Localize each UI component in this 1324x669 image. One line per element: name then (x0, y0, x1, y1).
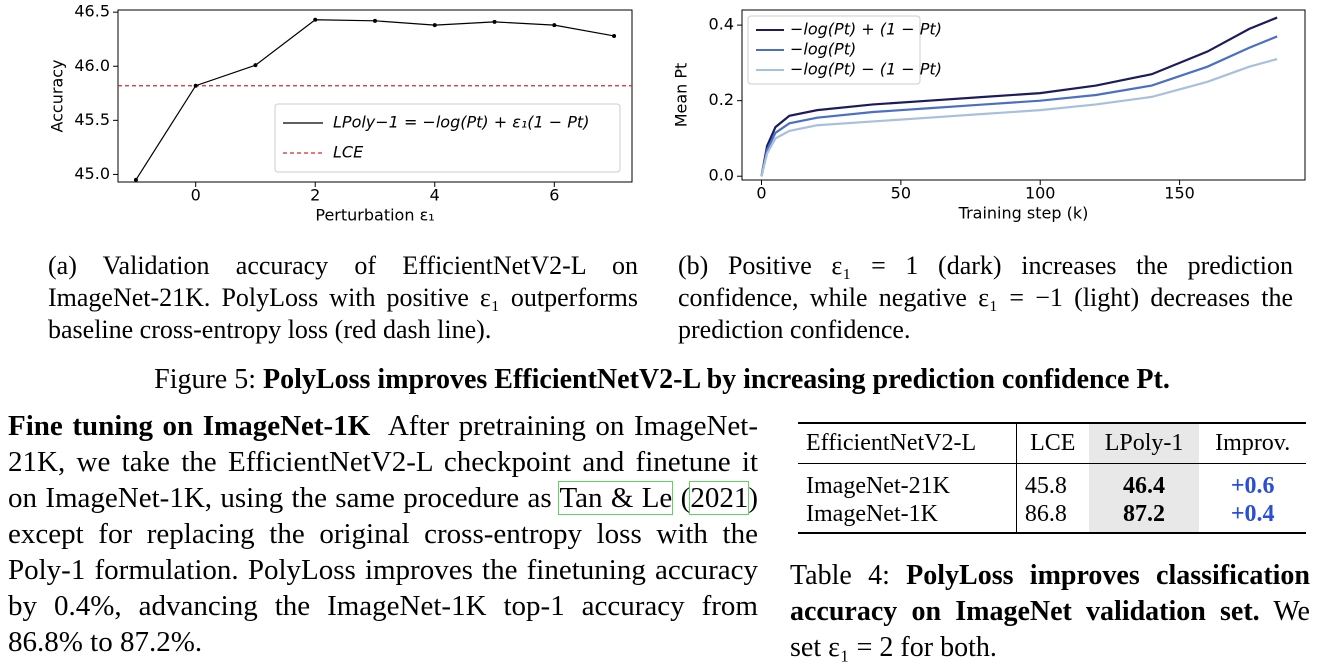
y-tick-label: 0.2 (709, 90, 734, 109)
point (313, 17, 318, 22)
plot-frame (741, 9, 1306, 181)
x-tick-label: 4 (430, 186, 440, 205)
table-cell: 46.4 (1088, 463, 1200, 500)
table-header: EfficientNetV2-L (798, 422, 1017, 464)
table-cell: 86.8 (1015, 500, 1089, 534)
point (552, 23, 557, 28)
legend-label: −log(Pt) (790, 40, 856, 59)
paragraph-heading: Fine tuning on ImageNet-1K (8, 410, 371, 442)
y-tick-label: 45.0 (74, 164, 110, 183)
point (492, 19, 497, 24)
y-tick-label: 0.4 (709, 15, 734, 34)
table-cell: ImageNet-21K (806, 473, 950, 499)
point (612, 33, 617, 38)
table-header: LPoly-1 (1088, 422, 1200, 464)
plot-frame (117, 9, 633, 183)
chart-a: 45.0 45.5 46.0 46.5 0 2 4 6 Perturbation ε₁ Accur… (48, 2, 633, 225)
x-tick-label: 150 (1164, 184, 1195, 203)
table-cell: +0.4 (1199, 500, 1306, 534)
point (432, 23, 437, 28)
table-cell: ImageNet-1K (798, 500, 1017, 534)
paragraph-text: After pretraining on ImageNet-21K, we ta… (8, 410, 759, 514)
y-axis-label: Accuracy (48, 59, 67, 132)
legend-box (274, 103, 621, 173)
chart-b: 0.0 0.2 0.4 0 50 100 150 Training step (k) Mean … (672, 9, 1306, 223)
series-line (760, 16, 1278, 177)
x-tick-label: 0 (756, 184, 766, 203)
citation-author[interactable]: Tan & Le (558, 481, 674, 515)
paragraph: Fine tuning on ImageNet-1K After pretrai… (8, 410, 759, 658)
table-cell: +0.6 (1230, 473, 1275, 499)
table-caption-text: We set ε₁ = 2 for both. (790, 596, 1310, 663)
x-tick-label: 6 (549, 186, 559, 205)
point (253, 63, 258, 68)
y-tick-label: 46.0 (74, 56, 110, 75)
table: EfficientNetV2-L LCE LPoly-1 Improv. ImageN… (798, 422, 1306, 534)
legend-box (747, 15, 921, 85)
table-caption: Table 4: PolyLoss improves classificatio… (790, 558, 1310, 666)
legend-label: −log(Pt) − (1 − Pt) (790, 60, 942, 79)
legend-label: LCE (333, 143, 364, 162)
point (133, 177, 138, 182)
x-axis-label: Perturbation ε₁ (315, 206, 434, 225)
point (193, 83, 198, 88)
figure-label: Figure 5: (154, 364, 257, 395)
figure-caption-text: PolyLoss improves EfficientNetV2-L by in… (263, 364, 1170, 395)
table-header: LCE (1015, 422, 1089, 464)
legend-label: LPoly−1 = −log(Pt) + ε₁(1 − Pt) (333, 113, 589, 132)
series-line (760, 58, 1278, 177)
legend-label: −log(Pt) + (1 − Pt) (790, 20, 942, 39)
table-cell: 45.8 (1015, 463, 1089, 500)
caption-b: (b) Positive ε₁ = 1 (dark) increases the… (678, 251, 1293, 344)
series-line (760, 35, 1278, 177)
x-tick-label: 50 (891, 184, 911, 203)
x-tick-label: 2 (310, 186, 320, 205)
citation-year[interactable]: 2021 (689, 481, 750, 515)
point (373, 18, 377, 23)
x-tick-label: 100 (1025, 184, 1056, 203)
x-axis-label: Training step (k) (958, 204, 1089, 223)
y-tick-label: 0.0 (709, 166, 734, 185)
table-caption-bold: PolyLoss improves classification accurac… (790, 560, 1311, 627)
caption-a: (a) Validation accuracy of EfficientNetV… (48, 251, 638, 344)
y-tick-label: 45.5 (74, 110, 110, 129)
table-label: Table 4: (790, 560, 890, 591)
figure-caption: Figure 5: PolyLoss improves EfficientNet… (0, 364, 1324, 396)
y-axis-label: Mean Pt (672, 63, 691, 128)
table-header: Improv. (1199, 422, 1306, 464)
y-tick-label: 46.5 (74, 2, 110, 21)
x-tick-label: 0 (191, 186, 201, 205)
paragraph-text: except for replacing the original cross-… (8, 518, 758, 658)
table-cell: 87.2 (1088, 500, 1200, 534)
